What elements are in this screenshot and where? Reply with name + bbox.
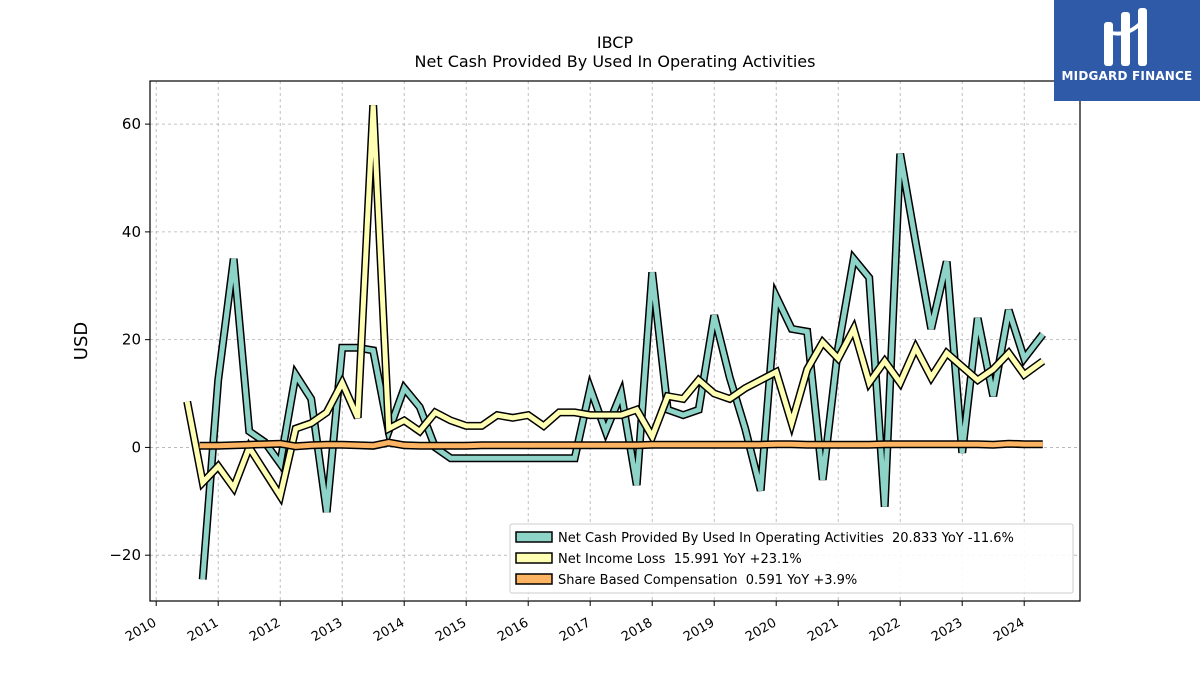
x-tick-label: 2021	[805, 615, 841, 645]
grid	[150, 81, 1080, 601]
x-tick-label: 2020	[743, 615, 779, 645]
x-tick-label: 2016	[495, 615, 531, 645]
legend-swatch-3	[515, 573, 553, 585]
x-tick-label: 2012	[247, 615, 283, 645]
logo: MIDGARD FINANCE	[1054, 0, 1200, 101]
y-tick-label: −20	[109, 546, 141, 564]
x-tick-label: 2018	[619, 615, 655, 645]
y-tick-label: 60	[122, 115, 141, 133]
y-tick-label: 40	[122, 223, 141, 241]
x-tick-label: 2014	[371, 615, 407, 645]
legend-swatch-1	[515, 531, 553, 543]
series-line-1	[200, 153, 1045, 580]
y-tick-label: 0	[131, 438, 141, 456]
logo-text: MIDGARD FINANCE	[1061, 69, 1193, 83]
chart-subtitle: Net Cash Provided By Used In Operating A…	[415, 52, 816, 71]
series-line-2	[184, 105, 1045, 503]
legend-label-1: Net Cash Provided By Used In Operating A…	[558, 531, 1014, 546]
legend: Net Cash Provided By Used In Operating A…	[509, 523, 1074, 594]
x-tick-label: 2013	[309, 615, 345, 645]
x-tick-label: 2015	[433, 615, 469, 645]
x-tick-label: 2023	[929, 615, 965, 645]
y-axis-label: USD	[71, 322, 92, 360]
series-outline-1	[198, 153, 1046, 580]
legend-label-3: Share Based Compensation 0.591 YoY +3.9%	[558, 573, 857, 588]
plot-area	[183, 105, 1046, 580]
x-tick-label: 2010	[123, 615, 159, 645]
x-tick-label: 2022	[867, 615, 903, 645]
legend-swatch-2	[515, 552, 553, 564]
legend-box	[509, 523, 1074, 594]
x-tick-label: 2017	[557, 615, 593, 645]
y-tick-label: 20	[122, 331, 141, 349]
x-tick-label: 2024	[991, 615, 1027, 645]
chart-title: IBCP	[597, 33, 634, 52]
series-line-3	[199, 440, 1043, 449]
plot-frame	[149, 80, 1081, 602]
x-tick-label: 2011	[185, 615, 221, 645]
legend-label-2: Net Income Loss 15.991 YoY +23.1%	[558, 552, 802, 567]
x-tick-label: 2019	[681, 615, 717, 645]
midgard-logo-icon	[1104, 8, 1147, 66]
